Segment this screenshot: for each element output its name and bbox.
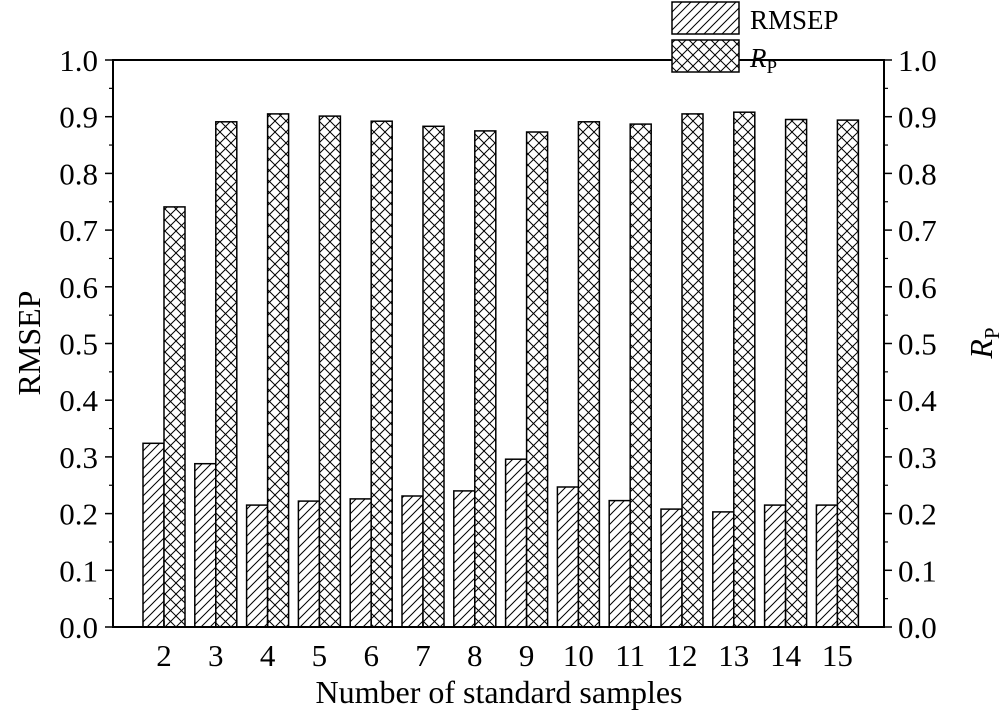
bar-rmsep-9 — [504, 458, 528, 628]
legend-label-rp-main: R — [749, 43, 767, 73]
x-tick-label: 5 — [312, 638, 328, 673]
bar-rmsep-5 — [297, 500, 321, 628]
right-y-tick-label: 1.0 — [898, 43, 937, 78]
x-tick-label: 13 — [718, 638, 749, 673]
right-y-tick-label: 0.7 — [898, 213, 937, 248]
bar-rp-8 — [474, 130, 497, 628]
bar-rmsep-8 — [453, 490, 476, 628]
right-y-tick-label: 0.5 — [898, 327, 937, 362]
bar-rp-14 — [784, 118, 808, 628]
right-y-tick-label: 0.0 — [898, 610, 937, 645]
legend-swatch-rmsep — [671, 1, 740, 35]
right-y-tick-label: 0.6 — [898, 270, 937, 305]
x-tick-label: 11 — [615, 638, 645, 673]
x-axis-title: Number of standard samples — [315, 674, 682, 710]
bar-rp-2 — [163, 206, 186, 628]
x-tick-label: 4 — [260, 638, 276, 673]
right-y-axis-title: RP — [963, 327, 1000, 359]
bars-layer — [142, 111, 860, 628]
legend: RMSEP RP — [671, 1, 839, 78]
bar-rp-6 — [370, 120, 393, 628]
right-y-tick-label: 0.1 — [898, 553, 937, 588]
bar-rp-15 — [836, 119, 860, 628]
left-y-axis: 0.0 0.1 0.2 0.3 0.4 0.5 0.6 0.7 0.8 0.9 1.0 — [59, 43, 113, 645]
x-tick-label: 10 — [563, 638, 594, 673]
right-y-tick-label: 0.9 — [898, 100, 937, 135]
x-tick-label: 8 — [467, 638, 483, 673]
left-y-tick-label: 0.0 — [59, 610, 98, 645]
bar-rmsep-14 — [763, 504, 787, 628]
legend-label-rp-sub: P — [767, 57, 778, 78]
left-y-tick-label: 0.6 — [59, 270, 98, 305]
bar-rmsep-7 — [401, 495, 424, 628]
bar-rmsep-6 — [349, 498, 372, 628]
left-y-tick-label: 0.3 — [59, 440, 98, 475]
right-y-axis: 0.0 0.1 0.2 0.3 0.4 0.5 0.6 0.7 0.8 0.9 1.0 — [884, 43, 937, 645]
left-y-tick-label: 0.4 — [59, 383, 98, 418]
bar-rp-3 — [215, 121, 238, 628]
left-y-tick-label: 0.9 — [59, 100, 98, 135]
left-y-tick-label: 0.1 — [59, 553, 98, 588]
right-y-tick-label: 0.3 — [898, 440, 937, 475]
bar-rmsep-12 — [660, 508, 683, 628]
left-y-tick-label: 0.8 — [59, 156, 98, 191]
bar-rp-12 — [681, 113, 704, 628]
bar-rp-10 — [577, 121, 601, 628]
bar-rmsep-2 — [142, 442, 165, 628]
x-tick-label: 6 — [363, 638, 379, 673]
bar-rp-7 — [422, 125, 445, 628]
bar-rmsep-15 — [815, 504, 839, 628]
x-tick-label: 14 — [770, 638, 802, 673]
right-y-tick-label: 0.8 — [898, 156, 937, 191]
bar-rp-13 — [733, 111, 756, 628]
bar-rp-9 — [525, 131, 549, 628]
bar-rmsep-13 — [712, 511, 735, 628]
x-tick-label: 2 — [156, 638, 172, 673]
left-y-axis-title: RMSEP — [11, 291, 47, 396]
left-y-tick-label: 0.5 — [59, 327, 98, 362]
x-tick-label: 7 — [415, 638, 431, 673]
legend-label-rp: RP — [749, 43, 777, 78]
x-axis: 2 3 4 5 6 7 8 9 10 11 12 13 14 15 — [156, 621, 853, 673]
left-y-tick-label: 0.2 — [59, 497, 98, 532]
bar-rmsep-4 — [245, 504, 269, 628]
bar-rmsep-11 — [608, 499, 631, 628]
x-tick-label: 15 — [822, 638, 853, 673]
x-tick-label: 12 — [667, 638, 698, 673]
bar-rmsep-3 — [194, 462, 217, 628]
legend-swatch-rp — [671, 39, 740, 73]
bar-rp-11 — [629, 123, 652, 628]
right-y-axis-title-main: R — [963, 339, 999, 360]
bar-rp-5 — [318, 115, 342, 628]
right-y-tick-label: 0.4 — [898, 383, 937, 418]
bar-rmsep-10 — [556, 486, 580, 628]
right-y-tick-label: 0.2 — [898, 497, 937, 532]
bar-rp-4 — [266, 113, 290, 628]
x-tick-label: 9 — [519, 638, 535, 673]
right-y-axis-title-sub: P — [980, 327, 1000, 339]
legend-label-rmsep: RMSEP — [750, 5, 839, 35]
left-y-tick-label: 1.0 — [59, 43, 98, 78]
x-tick-label: 3 — [208, 638, 224, 673]
left-y-tick-label: 0.7 — [59, 213, 98, 248]
